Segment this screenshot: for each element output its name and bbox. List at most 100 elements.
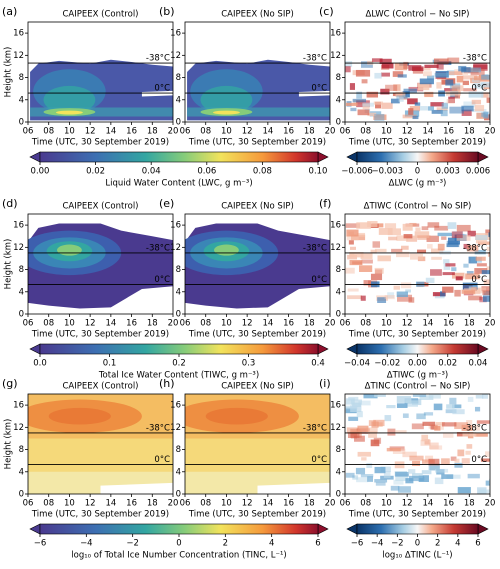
field-shading [454, 422, 468, 430]
field-shading [417, 235, 431, 240]
field-shading [461, 289, 476, 294]
field-shading [432, 292, 446, 297]
plot-frame [344, 213, 491, 315]
field-shading [481, 74, 490, 80]
colorbar-tick-label: 0.02 [86, 167, 105, 177]
field-shading [395, 91, 406, 97]
field-shading [445, 263, 456, 267]
x-tick-label: 08 [43, 319, 54, 329]
x-tick-label: 14 [262, 127, 273, 137]
plot-frame [344, 21, 491, 123]
y-tick-label: 16 [13, 29, 24, 39]
y-axis-label: Height (km) [4, 47, 14, 98]
field-shading [357, 109, 370, 116]
y-tick-label: 0 [336, 490, 341, 500]
field-shading [454, 94, 461, 99]
field-shading [481, 82, 490, 88]
colorbar-tick-label: 0.1 [103, 359, 117, 369]
colorbar-tick-label: 0.02 [438, 359, 457, 369]
field-shading [409, 455, 424, 461]
field-shading [360, 253, 373, 259]
x-tick-label: 08 [43, 127, 54, 137]
y-axis-label: Height (km) [4, 419, 14, 470]
field-shading [440, 291, 446, 297]
colorbar-tick-label: 0.006 [466, 167, 490, 177]
colorbar-tick-label: 0.0 [33, 359, 47, 369]
y-tick-label: 0 [19, 118, 24, 128]
field-shading [356, 91, 363, 99]
field-shading [452, 86, 460, 94]
y-tick-label: 12 [330, 51, 341, 61]
x-tick-label: 12 [402, 499, 413, 509]
field-shading [345, 267, 355, 274]
field-shading [366, 91, 379, 98]
field-shading [374, 113, 385, 121]
field-shading [381, 63, 394, 69]
field-shading [386, 405, 396, 409]
y-tick-label: 8 [336, 265, 341, 275]
field-shading [352, 98, 367, 103]
field-shading [409, 475, 424, 482]
colorbar-label: Liquid Water Content (LWC, g m⁻³) [105, 179, 252, 189]
field-shading [346, 235, 359, 241]
x-tick-label: 08 [200, 499, 211, 509]
field-shading [474, 268, 488, 274]
x-tick-label: 10 [381, 499, 392, 509]
field-shading [423, 67, 431, 71]
x-tick-label: 06 [340, 499, 351, 509]
field-shading [451, 267, 457, 272]
isotherm-label: -38°C [146, 54, 170, 64]
colorbar-tick-label: −6 [34, 539, 47, 549]
field-shading [356, 390, 362, 393]
y-tick-label: 8 [19, 73, 24, 83]
x-tick-label: 06 [23, 499, 34, 509]
colorbar-extend [346, 343, 358, 355]
field-shading [461, 105, 474, 112]
field-shading [28, 394, 173, 494]
field-shading [484, 451, 490, 457]
field-shading [375, 482, 386, 486]
colorbar-tick-label: 0.06 [197, 167, 216, 177]
field-shading [475, 238, 487, 244]
isotherm-label: -38°C [303, 423, 327, 433]
x-tick-label: 08 [200, 127, 211, 137]
field-shading [387, 428, 396, 436]
plot-frame [184, 393, 331, 495]
y-tick-label: 16 [13, 401, 24, 411]
y-tick-label: 4 [19, 95, 24, 105]
field-shading [345, 57, 490, 121]
field-shading [349, 259, 363, 266]
field-shading [454, 462, 463, 468]
isotherm-label: -38°C [303, 54, 327, 64]
x-tick-label: 14 [105, 499, 116, 509]
field-shading [476, 420, 490, 424]
field-shading [450, 456, 457, 461]
field-shading [57, 244, 82, 256]
field-shading [472, 287, 486, 294]
field-shading [384, 415, 392, 422]
x-tick-label: 16 [283, 127, 294, 137]
field-shading [451, 85, 464, 92]
field-shading [454, 289, 461, 297]
field-shading [426, 235, 439, 242]
field-shading [345, 472, 355, 478]
y-tick-label: 8 [336, 445, 341, 455]
field-shading [473, 82, 485, 89]
colorbar-tick-label: 0 [415, 539, 420, 549]
x-tick-label: 06 [180, 319, 191, 329]
field-shading [55, 110, 83, 115]
y-tick-label: 0 [19, 490, 24, 500]
field-shading [403, 61, 409, 69]
x-tick-label: 12 [402, 127, 413, 137]
y-tick-label: 12 [13, 423, 24, 433]
field-shading [357, 425, 369, 432]
colorbar-extend [477, 343, 489, 355]
isotherm-label: 0°C [154, 455, 170, 465]
colorbar-tick-label: 0.04 [469, 359, 488, 369]
field-shading [402, 91, 410, 98]
isotherm-label: 0°C [311, 455, 327, 465]
field-shading [462, 75, 478, 80]
colorbar-extend [477, 151, 489, 163]
field-shading [419, 106, 428, 111]
field-shading [434, 72, 449, 77]
